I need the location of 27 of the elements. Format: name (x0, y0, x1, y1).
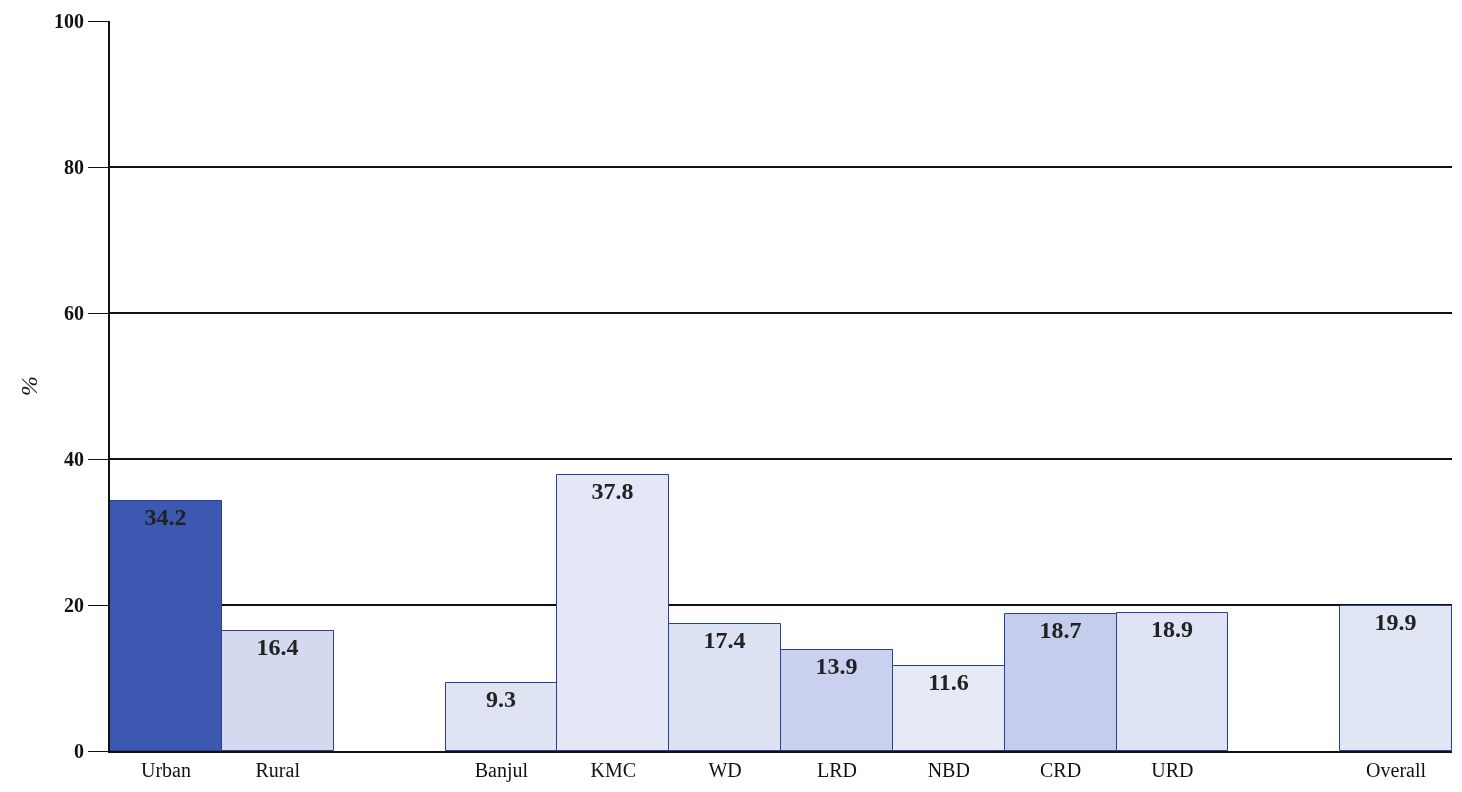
data-label: 34.2 (144, 503, 187, 530)
y-tick-label: 60 (64, 302, 84, 324)
y-axis-title: % (15, 376, 42, 396)
x-tick-label: LRD (816, 759, 857, 781)
x-tick-label: NBD (927, 759, 970, 781)
x-tick-label: KMC (590, 759, 637, 781)
data-label: 19.9 (1374, 608, 1417, 635)
data-label: 18.9 (1151, 615, 1193, 642)
data-label: 13.9 (815, 652, 858, 679)
y-tick-label: 100 (54, 10, 84, 32)
data-label: 16.4 (256, 633, 299, 660)
x-tick-label: Banjul (474, 759, 529, 782)
x-tick-label: Urban (140, 759, 191, 781)
y-tick-label: 0 (74, 740, 84, 762)
data-label: 17.4 (703, 626, 746, 653)
data-label: 37.8 (591, 477, 634, 504)
x-tick-label: Rural (255, 759, 301, 781)
data-label: 18.7 (1039, 616, 1082, 643)
y-tick-label: 20 (64, 594, 84, 616)
data-label: 11.6 (928, 668, 969, 695)
x-tick-label: Overall (1366, 759, 1427, 781)
y-tick-label: 40 (64, 448, 84, 470)
x-tick-label: URD (1151, 759, 1194, 781)
x-tick-label: CRD (1040, 759, 1082, 781)
y-tick-label: 80 (64, 156, 84, 178)
data-label: 9.3 (486, 685, 516, 712)
x-tick-label: WD (708, 759, 742, 781)
